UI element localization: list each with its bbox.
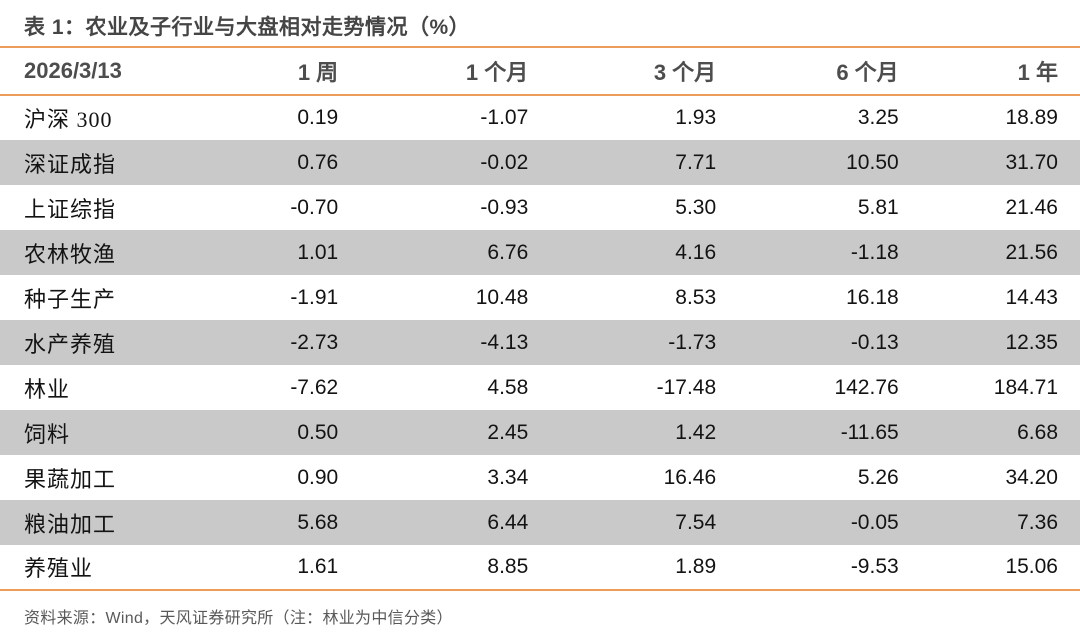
cell-6month: 5.26 bbox=[857, 465, 899, 489]
cell-1year: 14.43 bbox=[1005, 285, 1058, 309]
cell-1year: 31.70 bbox=[1005, 150, 1058, 174]
cell-6month: 142.76 bbox=[834, 375, 899, 399]
cell-1year: 34.20 bbox=[1005, 465, 1058, 489]
table-header-row: 2026/3/13 1 周 1 个月 3 个月 6 个月 1 年 bbox=[0, 47, 1080, 95]
header-col-3month: 3 个月 bbox=[653, 60, 717, 85]
cell-6month: 16.18 bbox=[846, 285, 899, 309]
cell-1week: 5.68 bbox=[297, 510, 339, 534]
cell-6month: 5.81 bbox=[857, 195, 899, 219]
cell-6month: 3.25 bbox=[857, 106, 899, 129]
cell-1month: 6.76 bbox=[487, 240, 529, 264]
table-row: 上证综指 -0.70 -0.93 5.30 5.81 21.46 bbox=[0, 185, 1080, 230]
cell-1month: -0.93 bbox=[480, 195, 529, 219]
table-title: 表 1：农业及子行业与大盘相对走势情况（%） bbox=[24, 16, 471, 39]
cell-3month: 1.93 bbox=[675, 106, 717, 129]
cell-3month: 4.16 bbox=[675, 240, 717, 264]
cell-6month: -1.18 bbox=[850, 240, 899, 264]
row-label: 水产养殖 bbox=[24, 331, 117, 357]
row-label: 养殖业 bbox=[24, 556, 94, 581]
cell-3month: 8.53 bbox=[675, 285, 717, 309]
cell-1month: -0.02 bbox=[480, 150, 529, 174]
table-row: 农林牧渔 1.01 6.76 4.16 -1.18 21.56 bbox=[0, 230, 1080, 275]
relative-performance-table: 2026/3/13 1 周 1 个月 3 个月 6 个月 1 年 沪深 300 … bbox=[0, 46, 1080, 591]
table-body: 沪深 300 0.19 -1.07 1.93 3.25 18.89 深证成指 0… bbox=[0, 95, 1080, 590]
row-label: 农林牧渔 bbox=[24, 241, 117, 267]
cell-1year: 7.36 bbox=[1017, 510, 1058, 534]
table-row: 果蔬加工 0.90 3.34 16.46 5.26 34.20 bbox=[0, 455, 1080, 500]
table-row: 水产养殖 -2.73 -4.13 -1.73 -0.13 12.35 bbox=[0, 320, 1080, 365]
cell-3month: 16.46 bbox=[663, 465, 717, 489]
cell-6month: -0.05 bbox=[850, 510, 899, 534]
cell-1week: 0.50 bbox=[297, 420, 339, 444]
cell-1month: 2.45 bbox=[487, 420, 529, 444]
cell-6month: 10.50 bbox=[846, 150, 899, 174]
header-col-1month: 1 个月 bbox=[465, 60, 529, 85]
cell-1week: -1.91 bbox=[290, 285, 339, 309]
header-col-6month: 6 个月 bbox=[836, 60, 899, 85]
row-label: 粮油加工 bbox=[24, 511, 117, 537]
row-label: 果蔬加工 bbox=[24, 466, 117, 492]
row-label: 上证综指 bbox=[24, 196, 117, 222]
header-date: 2026/3/13 bbox=[24, 58, 122, 83]
row-label: 种子生产 bbox=[24, 286, 117, 312]
table-row: 粮油加工 5.68 6.44 7.54 -0.05 7.36 bbox=[0, 500, 1080, 545]
cell-1year: 18.89 bbox=[1005, 106, 1058, 129]
cell-1month: 8.85 bbox=[487, 555, 529, 578]
row-label: 深证成指 bbox=[24, 151, 117, 177]
cell-1year: 12.35 bbox=[1005, 330, 1058, 354]
row-label: 沪深 300 bbox=[24, 107, 113, 132]
cell-1week: 0.76 bbox=[297, 150, 339, 174]
cell-1year: 6.68 bbox=[1017, 420, 1058, 444]
cell-1month: -1.07 bbox=[480, 106, 529, 129]
cell-3month: -17.48 bbox=[656, 375, 717, 399]
cell-1month: 3.34 bbox=[487, 465, 529, 489]
cell-6month: -9.53 bbox=[850, 555, 899, 578]
cell-1week: -7.62 bbox=[290, 375, 339, 399]
cell-1month: 10.48 bbox=[475, 285, 529, 309]
table-row: 林业 -7.62 4.58 -17.48 142.76 184.71 bbox=[0, 365, 1080, 410]
source-note: 资料来源：Wind，天风证券研究所（注：林业为中信分类） bbox=[24, 610, 453, 627]
cell-1week: -0.70 bbox=[290, 195, 339, 219]
cell-1week: 1.01 bbox=[297, 240, 339, 264]
cell-3month: 1.42 bbox=[675, 420, 717, 444]
cell-6month: -0.13 bbox=[850, 330, 899, 354]
cell-1week: 0.90 bbox=[297, 465, 339, 489]
cell-1week: 1.61 bbox=[297, 555, 339, 578]
cell-1week: -2.73 bbox=[290, 330, 339, 354]
row-label: 林业 bbox=[24, 376, 71, 402]
cell-1month: 4.58 bbox=[487, 375, 529, 399]
table-row: 养殖业 1.61 8.85 1.89 -9.53 15.06 bbox=[0, 545, 1080, 590]
cell-1year: 21.46 bbox=[1005, 195, 1058, 219]
cell-3month: 5.30 bbox=[675, 195, 717, 219]
row-label: 饲料 bbox=[24, 421, 71, 447]
cell-6month: -11.65 bbox=[840, 420, 899, 444]
table-row: 深证成指 0.76 -0.02 7.71 10.50 31.70 bbox=[0, 140, 1080, 185]
header-col-1year: 1 年 bbox=[1017, 60, 1058, 85]
cell-1year: 15.06 bbox=[1005, 555, 1058, 578]
cell-3month: -1.73 bbox=[668, 330, 717, 354]
cell-1year: 21.56 bbox=[1005, 240, 1058, 264]
cell-3month: 7.71 bbox=[675, 150, 717, 174]
cell-3month: 1.89 bbox=[675, 555, 717, 578]
table-row: 饲料 0.50 2.45 1.42 -11.65 6.68 bbox=[0, 410, 1080, 455]
cell-1week: 0.19 bbox=[297, 106, 339, 129]
cell-3month: 7.54 bbox=[675, 510, 717, 534]
cell-1month: -4.13 bbox=[480, 330, 529, 354]
table-row: 沪深 300 0.19 -1.07 1.93 3.25 18.89 bbox=[0, 95, 1080, 140]
cell-1year: 184.71 bbox=[993, 375, 1058, 399]
cell-1month: 6.44 bbox=[487, 510, 529, 534]
header-col-1week: 1 周 bbox=[297, 60, 339, 85]
table-row: 种子生产 -1.91 10.48 8.53 16.18 14.43 bbox=[0, 275, 1080, 320]
